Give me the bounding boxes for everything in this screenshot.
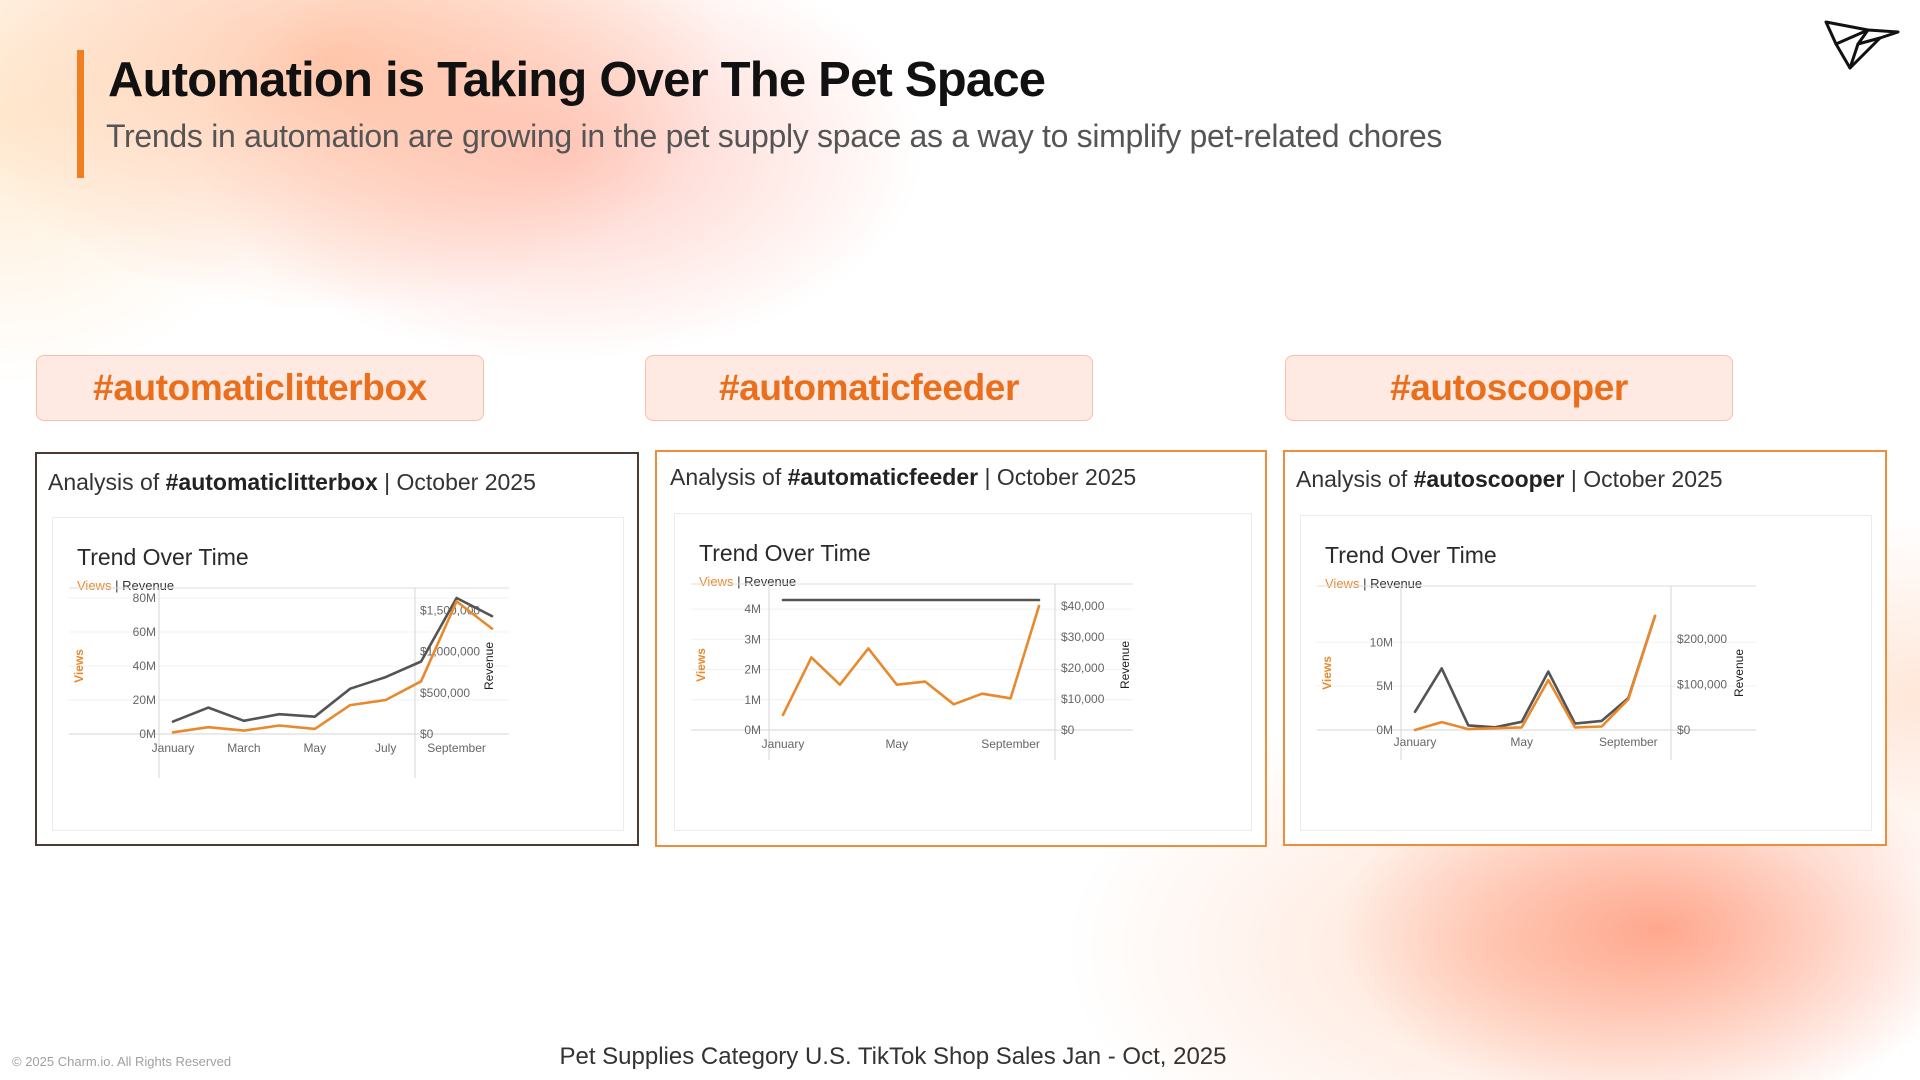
legend-revenue: Revenue <box>744 574 797 589</box>
trend-panel: Trend Over Time Views | Revenue 0M 20M 40M… <box>52 517 624 831</box>
heading-tag: #automaticlitterbox <box>165 469 378 495</box>
data-source-caption: Pet Supplies Category U.S. TikTok Shop S… <box>559 1043 1227 1070</box>
trend-panel: Trend Over Time Views | Revenue 0M 5M 10M $… <box>1300 515 1872 831</box>
x-tick-label: May <box>303 741 326 755</box>
y-axis-title: Views <box>1320 656 1334 690</box>
y2-tick-label: $200,000 <box>1677 632 1727 646</box>
views-series-line <box>781 604 1041 717</box>
revenue-series-line <box>1413 614 1657 729</box>
y2-tick-label: $500,000 <box>420 686 470 700</box>
y2-axis-title: Revenue <box>482 642 496 690</box>
x-tick-label: September <box>427 741 486 755</box>
heading-suffix: | October 2025 <box>984 464 1137 490</box>
y-tick-label: 5M <box>1376 679 1393 693</box>
x-tick-label: September <box>981 737 1040 751</box>
heading-suffix: | October 2025 <box>1570 466 1723 492</box>
page-title: Automation is Taking Over The Pet Space <box>108 53 1046 107</box>
panel-title: Trend Over Time <box>699 540 871 566</box>
y2-tick-label: $20,000 <box>1061 661 1105 675</box>
copyright-notice: © 2025 Charm.io. All Rights Reserved <box>12 1054 232 1069</box>
analysis-card-automaticfeeder: Analysis of #automaticfeeder | October 2… <box>655 450 1267 847</box>
trend-chart: 0M 5M 10M $0 $100,000 $200,000 January May Septe… <box>1317 585 1756 760</box>
tag-pill-automaticlitterbox: #automaticlitterbox <box>36 355 484 421</box>
heading-tag: #autoscooper <box>1413 466 1565 492</box>
analysis-card-automaticlitterbox: Analysis of #automaticlitterbox | Octobe… <box>35 452 639 846</box>
chart-legend: Views | Revenue <box>1325 576 1422 591</box>
legend-separator: | <box>1363 576 1367 591</box>
tag-pill-automaticfeeder: #automaticfeeder <box>645 355 1093 421</box>
legend-separator: | <box>115 578 119 593</box>
y2-tick-label: $100,000 <box>1677 677 1727 691</box>
y2-tick-label: $0 <box>1061 723 1075 737</box>
y-tick-label: 20M <box>133 693 156 707</box>
views-series-line <box>1413 614 1657 732</box>
page-subtitle: Trends in automation are growing in the … <box>106 118 1443 154</box>
y-tick-label: 40M <box>133 659 156 673</box>
y-tick-label: 10M <box>1370 635 1393 649</box>
chart-legend: Views | Revenue <box>77 578 174 593</box>
x-tick-label: July <box>375 741 396 755</box>
y-tick-label: 80M <box>133 591 156 605</box>
trend-chart: 0M20M40M60M80M$0$500,000$1,000,000$1,500… <box>69 587 509 778</box>
card-heading: Analysis of #automaticlitterbox | Octobe… <box>48 469 536 496</box>
x-tick-label: January <box>152 741 195 755</box>
x-tick-label: January <box>762 737 805 751</box>
y2-tick-label: $10,000 <box>1061 692 1105 706</box>
x-tick-label: May <box>1510 735 1533 749</box>
y2-axis-title: Revenue <box>1732 649 1746 697</box>
analysis-card-autoscooper: Analysis of #autoscooper | October 2025 … <box>1283 450 1887 846</box>
panel-title: Trend Over Time <box>1325 542 1497 568</box>
y-tick-label: 60M <box>133 625 156 639</box>
y-tick-label: 0M <box>744 723 761 737</box>
y-axis-title: Views <box>72 649 86 683</box>
legend-views: Views <box>699 574 734 589</box>
card-heading: Analysis of #autoscooper | October 2025 <box>1296 466 1723 493</box>
bird-logo-icon <box>1824 20 1900 70</box>
y-tick-label: 0M <box>1376 723 1393 737</box>
y2-tick-label: $0 <box>420 727 434 741</box>
y-tick-label: 1M <box>744 693 761 707</box>
views-series-line <box>171 600 494 734</box>
x-tick-label: March <box>227 741 260 755</box>
legend-views: Views <box>77 578 112 593</box>
y-tick-label: 0M <box>139 727 156 741</box>
y2-tick-label: $40,000 <box>1061 599 1105 613</box>
y2-tick-label: $30,000 <box>1061 630 1105 644</box>
heading-tag: #automaticfeeder <box>787 464 979 490</box>
heading-suffix: | October 2025 <box>384 469 536 495</box>
heading-prefix: Analysis of <box>48 469 160 495</box>
y-axis-title: Views <box>694 648 708 682</box>
y2-axis-title: Revenue <box>1118 641 1132 689</box>
revenue-series-line <box>171 596 494 723</box>
tag-pill-autoscooper: #autoscooper <box>1285 355 1733 421</box>
y-tick-label: 4M <box>744 602 761 616</box>
trend-chart: 0M 1M 2M 3M 4M $0 $10,000 $20,000 $30,000 $40,000… <box>691 583 1133 760</box>
y-tick-label: 2M <box>744 663 761 677</box>
title-accent-bar <box>77 50 84 178</box>
heading-prefix: Analysis of <box>670 464 782 490</box>
card-heading: Analysis of #automaticfeeder | October 2… <box>670 464 1136 491</box>
legend-revenue: Revenue <box>1370 576 1423 591</box>
panel-title: Trend Over Time <box>77 544 249 570</box>
legend-revenue: Revenue <box>122 578 175 593</box>
legend-separator: | <box>737 574 741 589</box>
trend-panel: Trend Over Time Views | Revenue 0M 1M 2M 3M… <box>674 513 1252 831</box>
chart-legend: Views | Revenue <box>699 574 796 589</box>
x-tick-label: September <box>1599 735 1658 749</box>
y2-tick-label: $0 <box>1677 723 1691 737</box>
heading-prefix: Analysis of <box>1296 466 1408 492</box>
x-tick-label: May <box>885 737 908 751</box>
y-tick-label: 3M <box>744 632 761 646</box>
legend-views: Views <box>1325 576 1360 591</box>
x-tick-label: January <box>1394 735 1437 749</box>
